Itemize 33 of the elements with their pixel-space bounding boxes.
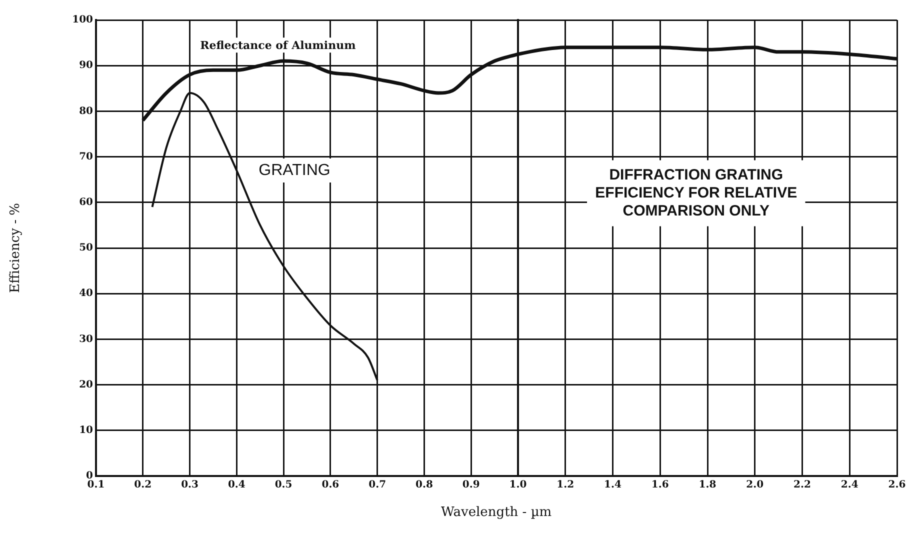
- x-tick-label: 1.8: [698, 480, 716, 491]
- x-tick-label: 0.9: [462, 480, 480, 491]
- y-tick-label: 40: [79, 288, 94, 300]
- y-tick-label: 50: [79, 242, 94, 254]
- y-tick-label: 80: [79, 106, 94, 117]
- x-tick-label: 0.4: [228, 480, 246, 491]
- series-label: GRATING: [258, 162, 330, 179]
- x-tick-label: 0.6: [322, 480, 340, 491]
- x-tick-label: 0.7: [368, 480, 386, 491]
- x-tick-label: 0.2: [134, 480, 152, 491]
- x-tick-label: 2.2: [794, 480, 811, 491]
- series-label: Reflectance of Aluminum: [200, 38, 356, 52]
- x-tick-label: 2.6: [888, 480, 906, 491]
- x-tick-label: 1.6: [651, 480, 669, 491]
- x-tick-label: 1.4: [604, 480, 622, 491]
- y-tick-label: 30: [79, 334, 94, 345]
- y-tick-label: 20: [79, 379, 94, 390]
- x-tick-label: 1.2: [556, 480, 574, 491]
- y-tick-label: 90: [79, 60, 94, 72]
- x-axis-title: Wavelength - µm: [441, 505, 552, 520]
- x-tick-label: 0.3: [181, 480, 199, 491]
- y-axis-title: Efficiency - %: [8, 202, 24, 294]
- x-tick-label: 0.8: [416, 480, 433, 491]
- y-tick-label: 100: [72, 14, 94, 26]
- x-tick-label: 1.0: [509, 480, 527, 491]
- annotation: DIFFRACTION GRATING EFFICIENCY FOR RELATIVE COMPARISON ONLY: [595, 166, 798, 220]
- y-tick-label: 10: [79, 424, 94, 436]
- x-tick-label: 2.0: [746, 480, 764, 491]
- x-tick-label: 2.4: [840, 480, 858, 491]
- x-tick-label: 0.1: [87, 480, 105, 491]
- y-tick-label: 70: [79, 151, 94, 162]
- y-tick-label: 60: [79, 196, 94, 208]
- x-tick-label: 0.5: [274, 480, 292, 491]
